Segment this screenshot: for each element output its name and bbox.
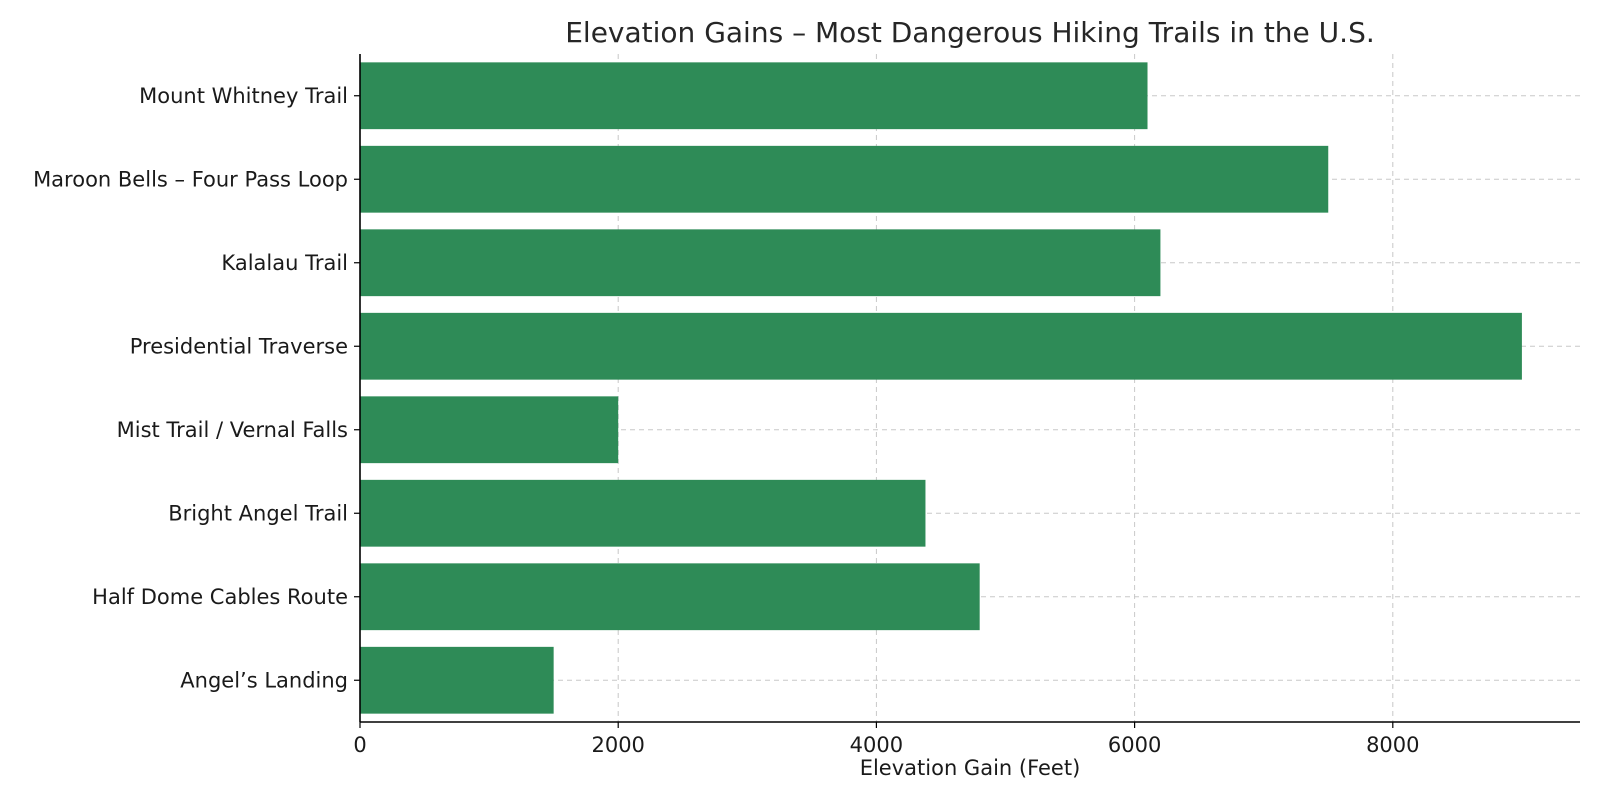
x-tick-label: 8000 <box>1366 733 1419 757</box>
bar <box>360 479 926 547</box>
x-tick-label: 0 <box>353 733 366 757</box>
bar <box>360 396 619 464</box>
axes <box>354 54 1580 728</box>
y-tick-label: Maroon Bells – Four Pass Loop <box>33 167 348 191</box>
y-tick-label: Bright Angel Trail <box>168 501 348 525</box>
bar <box>360 563 980 631</box>
y-tick-label: Mist Trail / Vernal Falls <box>117 418 348 442</box>
x-tick-label: 2000 <box>591 733 644 757</box>
bars <box>360 62 1522 714</box>
bar <box>360 62 1148 130</box>
x-axis-title: Elevation Gain (Feet) <box>860 756 1081 780</box>
y-tick-label: Half Dome Cables Route <box>92 585 348 609</box>
chart-title: Elevation Gains – Most Dangerous Hiking … <box>565 16 1375 49</box>
y-tick-label: Presidential Traverse <box>130 334 348 358</box>
bar <box>360 646 554 714</box>
x-tick-label: 6000 <box>1108 733 1161 757</box>
y-tick-label: Mount Whitney Trail <box>139 84 348 108</box>
tick-labels: 0 2000 4000 6000 8000 Angel’s Landing Half Dom… <box>33 84 1419 757</box>
bar <box>360 145 1329 213</box>
y-tick-label: Angel’s Landing <box>180 668 348 692</box>
bar <box>360 229 1161 297</box>
y-tick-label: Kalalau Trail <box>221 251 348 275</box>
x-tick-label: 4000 <box>850 733 903 757</box>
bar <box>360 312 1522 380</box>
